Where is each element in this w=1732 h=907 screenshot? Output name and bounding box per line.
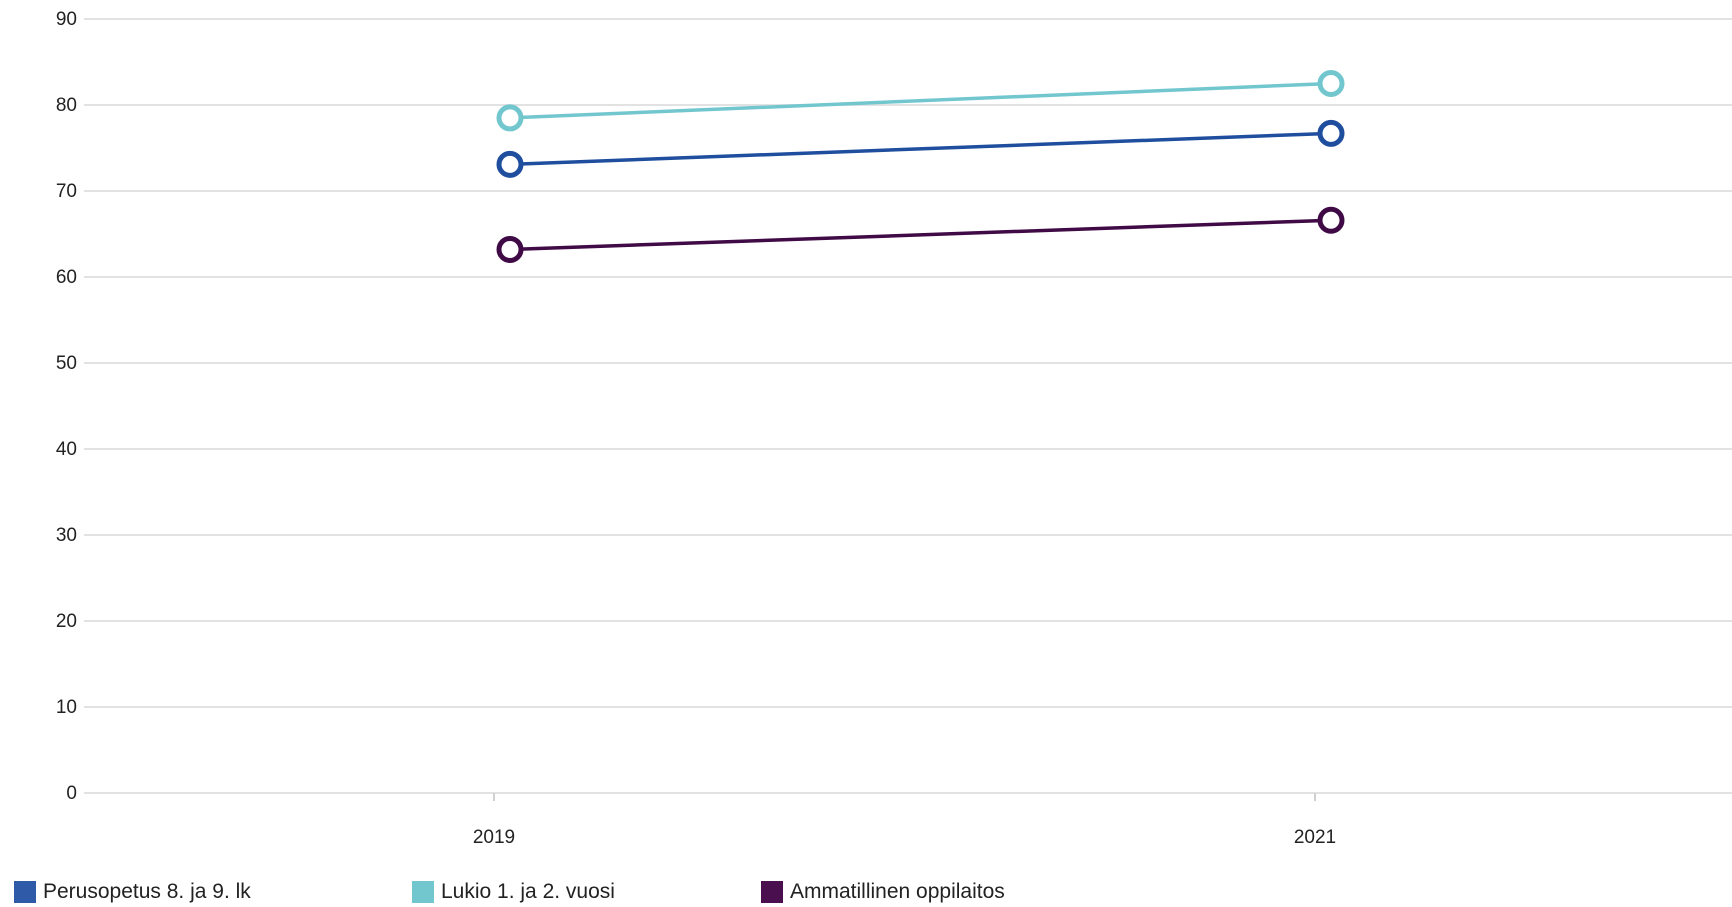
data-point[interactable] <box>1317 70 1345 97</box>
data-point[interactable] <box>496 104 524 132</box>
series-line-2 <box>509 218 1332 252</box>
y-tick-label: 20 <box>56 611 77 632</box>
legend-swatch <box>14 881 36 903</box>
data-point[interactable] <box>496 150 524 178</box>
x-axis-ticks: 2019 2021 <box>473 793 1336 848</box>
legend-item-perusopetus[interactable]: Perusopetus 8. ja 9. lk <box>14 880 251 904</box>
y-tick-label: 40 <box>56 439 77 460</box>
y-tick-label: 0 <box>66 783 77 804</box>
legend-item-lukio[interactable]: Lukio 1. ja 2. vuosi <box>412 880 615 904</box>
gridlines <box>84 18 1732 794</box>
y-tick-label: 30 <box>56 525 77 546</box>
series-lines <box>509 81 1332 252</box>
legend-swatch <box>412 881 434 903</box>
y-tick-label: 80 <box>56 95 77 116</box>
y-axis-ticks: 0 10 20 30 40 50 60 70 80 90 <box>56 9 77 804</box>
legend-label: Lukio 1. ja 2. vuosi <box>441 880 615 903</box>
x-tick-label: 2021 <box>1294 827 1336 848</box>
legend-item-ammatillinen[interactable]: Ammatillinen oppilaitos <box>761 880 1005 904</box>
legend-label: Ammatillinen oppilaitos <box>790 880 1005 903</box>
series-line-1 <box>509 81 1332 120</box>
series-points <box>496 70 1345 263</box>
legend-label: Perusopetus 8. ja 9. lk <box>43 880 251 903</box>
data-point[interactable] <box>496 235 524 263</box>
y-tick-label: 70 <box>56 181 77 202</box>
data-point[interactable] <box>1317 119 1345 147</box>
y-tick-label: 60 <box>56 267 77 288</box>
series-line-0 <box>509 131 1332 167</box>
legend-swatch <box>761 881 783 903</box>
data-point[interactable] <box>1317 206 1345 234</box>
y-tick-label: 90 <box>56 9 77 30</box>
line-chart: 0 10 20 30 40 50 60 70 80 90 2019 2021 <box>56 9 1732 848</box>
y-tick-label: 50 <box>56 353 77 374</box>
y-tick-label: 10 <box>56 697 77 718</box>
x-tick-label: 2019 <box>473 827 515 848</box>
